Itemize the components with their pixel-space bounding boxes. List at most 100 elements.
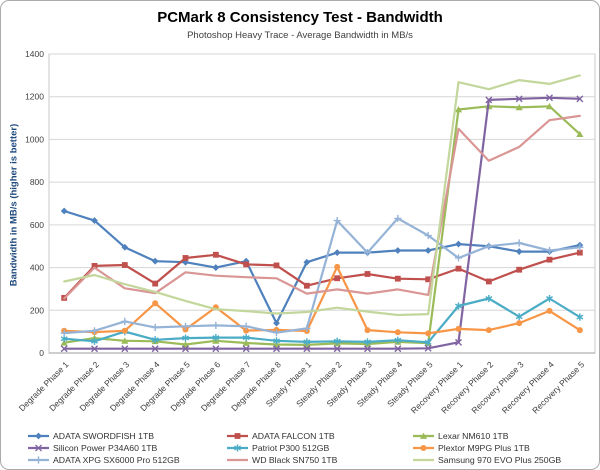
x-category-label: Recovery Phase 3 xyxy=(469,359,525,415)
marker-diamond xyxy=(303,258,311,266)
series-line xyxy=(63,74,581,317)
series-wd-black-sn750-1tb xyxy=(63,114,581,300)
marker-x xyxy=(546,94,553,102)
legend-item: ADATA FALCON 1TB xyxy=(227,431,335,441)
chart-subtitle: Photoshop Heavy Trace - Average Bandwidt… xyxy=(187,30,413,41)
marker-asterisk xyxy=(303,338,311,346)
marker-asterisk xyxy=(182,334,189,342)
marker-asterisk xyxy=(455,302,462,310)
marker-square xyxy=(121,262,128,268)
legend-item: Plextor M9PG Plus 1TB xyxy=(413,443,530,453)
marker-triangle xyxy=(60,339,68,346)
marker-plus xyxy=(454,254,463,262)
x-category-label: Recovery Phase 2 xyxy=(439,359,495,415)
marker-x xyxy=(576,95,584,103)
marker-asterisk xyxy=(212,334,220,342)
marker-circle xyxy=(364,327,371,334)
marker-square xyxy=(546,256,553,263)
marker-triangle xyxy=(121,337,129,344)
series-plextor-m9pg-plus-1tb xyxy=(61,263,583,337)
legend-label: WD Black SN750 1TB xyxy=(252,455,338,465)
marker-asterisk xyxy=(515,313,523,321)
marker-plus xyxy=(60,329,68,337)
marker-circle xyxy=(334,263,341,270)
marker-x xyxy=(394,345,402,353)
marker-circle xyxy=(121,327,128,334)
marker-square xyxy=(212,251,219,258)
legend-item: Lexar NM610 1TB xyxy=(413,431,509,441)
series-line xyxy=(63,105,581,346)
marker-plus xyxy=(212,321,220,330)
marker-diamond xyxy=(333,249,341,257)
y-tick-label: 800 xyxy=(30,177,44,187)
marker-x xyxy=(455,338,462,346)
marker-circle xyxy=(394,329,401,336)
legend-label: ADATA XPG SX6000 Pro 512GB xyxy=(53,455,180,465)
marker-diamond xyxy=(212,264,220,271)
marker-circle xyxy=(455,325,462,332)
marker-asterisk xyxy=(333,337,341,345)
marker-plus xyxy=(181,322,190,330)
series-line xyxy=(63,209,581,325)
marker-plus xyxy=(485,242,493,250)
marker-triangle xyxy=(515,103,523,111)
marker-circle xyxy=(546,307,553,314)
marker-asterisk xyxy=(234,444,241,452)
marker-plus xyxy=(272,329,281,337)
marker-diamond xyxy=(151,257,159,265)
marker-square xyxy=(273,262,280,269)
series-line xyxy=(63,96,581,350)
marker-diamond xyxy=(273,319,280,327)
marker-plus xyxy=(121,317,129,325)
marker-diamond xyxy=(455,240,462,248)
marker-diamond xyxy=(424,247,432,254)
series-silicon-power-p34a60-1tb xyxy=(60,94,584,353)
marker-square xyxy=(485,278,492,285)
marker-plus xyxy=(151,323,159,331)
marker-asterisk xyxy=(394,336,402,344)
marker-plus xyxy=(363,249,372,257)
marker-square xyxy=(364,271,371,277)
marker-x xyxy=(485,96,493,104)
marker-square xyxy=(425,276,432,283)
marker-x xyxy=(212,345,220,353)
marker-triangle xyxy=(242,339,250,346)
legend-label: ADATA FALCON 1TB xyxy=(252,431,335,441)
legend-item: WD Black SN750 1TB xyxy=(227,455,338,465)
marker-x xyxy=(242,345,250,353)
legend-item: ADATA SWORDFISH 1TB xyxy=(28,431,154,441)
y-tick-label: 600 xyxy=(30,220,44,230)
legend-label: Plextor M9PG Plus 1TB xyxy=(438,443,530,453)
marker-square xyxy=(182,255,189,261)
marker-square xyxy=(303,282,310,289)
series-samsung-970-evo-plus-250gb xyxy=(63,74,581,317)
marker-circle xyxy=(152,300,159,307)
marker-square xyxy=(152,280,159,287)
marker-plus xyxy=(515,239,523,247)
y-tick-label: 1200 xyxy=(25,92,44,102)
marker-triangle xyxy=(419,432,428,439)
legend-item: Silicon Power P34A60 1TB xyxy=(28,443,158,453)
y-tick-label: 0 xyxy=(39,348,44,358)
marker-diamond xyxy=(60,207,68,215)
marker-triangle xyxy=(181,341,190,348)
marker-asterisk xyxy=(424,338,432,346)
marker-x xyxy=(303,345,311,353)
marker-x xyxy=(424,344,432,352)
marker-asterisk xyxy=(91,337,98,345)
series-line xyxy=(63,114,581,300)
legend-item: ADATA XPG SX6000 Pro 512GB xyxy=(28,455,180,465)
marker-asterisk xyxy=(576,313,584,321)
series-patriot-p300-512gb xyxy=(60,294,584,346)
series-line xyxy=(63,297,581,344)
series-adata-falcon-1tb xyxy=(61,249,583,301)
marker-x xyxy=(333,345,341,353)
series-adata-xpg-sx6000-pro-512gb xyxy=(60,214,584,337)
marker-x xyxy=(273,345,280,353)
legend-label: ADATA SWORDFISH 1TB xyxy=(53,431,154,441)
series-line xyxy=(63,251,581,299)
marker-asterisk xyxy=(151,336,159,344)
marker-plus xyxy=(545,246,554,255)
marker-diamond xyxy=(515,248,523,255)
